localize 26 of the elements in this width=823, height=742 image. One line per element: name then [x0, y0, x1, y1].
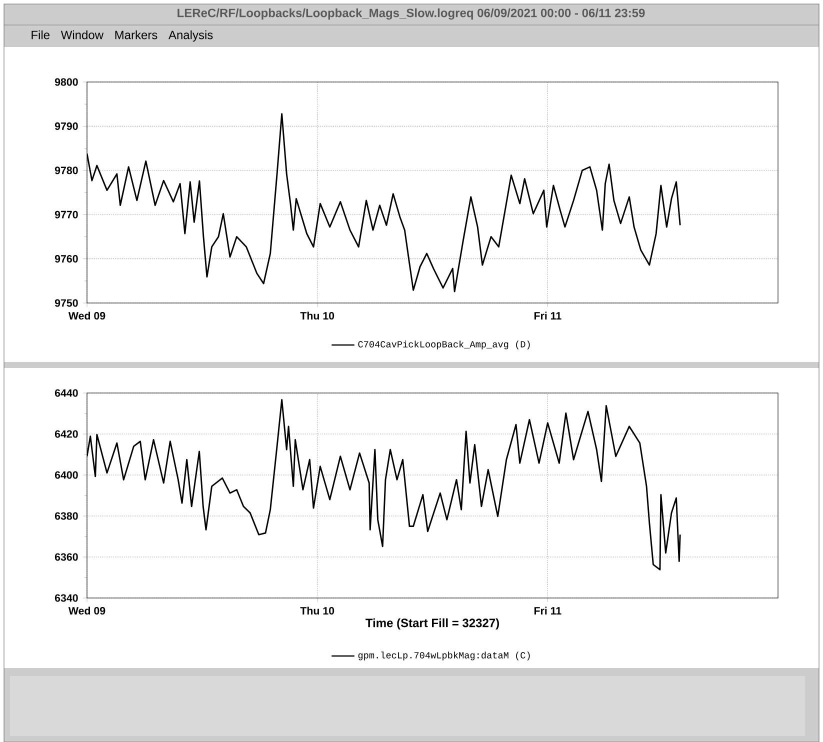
text: File: [32, 30, 50, 40]
x-tick-label: Thu 10: [300, 606, 334, 615]
y-tick-label: 6380: [54, 512, 78, 520]
x-tick-label: Thu 10: [300, 312, 334, 320]
x-tick-label: Wed 09: [68, 606, 106, 615]
legend-label: C704CavPickLoopBack_Amp_avg (D): [358, 340, 530, 350]
x-tick-label: Fri 11: [534, 606, 562, 614]
y-tick-label: 6440: [54, 389, 78, 397]
y-tick-label: 9800: [54, 78, 78, 86]
y-tick-label: 9770: [54, 210, 78, 218]
y-tick-label: 9780: [54, 166, 78, 174]
y-tick-label: 6360: [54, 553, 78, 561]
y-tick-label: 6400: [54, 471, 78, 479]
text: Analysis: [168, 30, 213, 42]
text: Markers: [115, 30, 158, 40]
y-tick-label: 9760: [54, 255, 78, 263]
text: Window: [60, 30, 104, 40]
x-tick-label: Wed 09: [68, 312, 106, 320]
chart-title: LEReC/RF/Loopbacks/Loopback_Mags_Slow.logreq 06/09/2021 00:00 - 06/11 23:59: [178, 8, 645, 20]
y-tick-label: 9750: [54, 299, 78, 307]
x-axis-title: Time (Start Fill = 32327): [366, 618, 499, 630]
legend-label: gpm.lecLp.704wLpbkMag:dataM (C): [358, 652, 530, 660]
y-tick-label: 6340: [54, 594, 78, 602]
y-tick-label: 6420: [54, 430, 78, 438]
x-tick-label: Fri 11: [534, 312, 562, 320]
y-tick-label: 9790: [54, 122, 78, 130]
